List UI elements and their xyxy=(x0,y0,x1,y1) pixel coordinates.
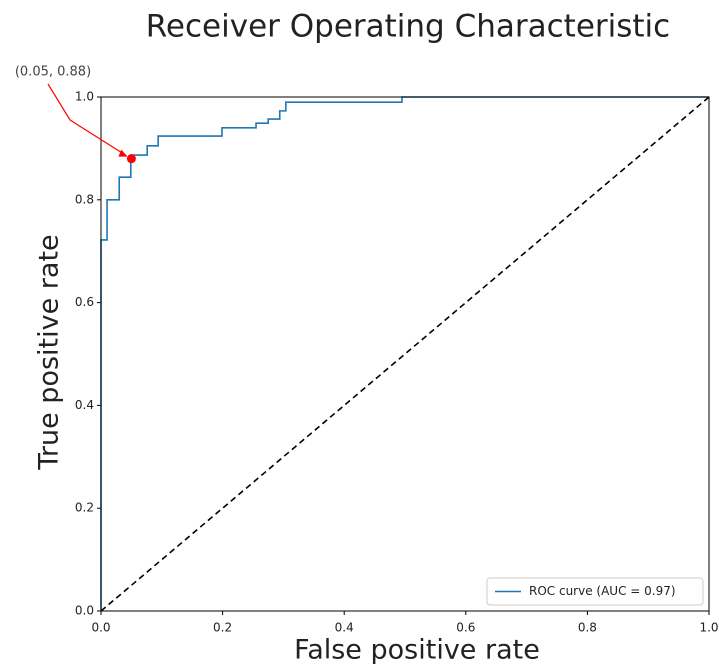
y-tick-label: 1.0 xyxy=(75,90,94,104)
x-tick-label: 0.8 xyxy=(578,621,597,635)
x-tick-label: 0.6 xyxy=(456,621,475,635)
y-tick-label: 0.4 xyxy=(75,398,94,412)
annotation-text: (0.05, 0.88) xyxy=(15,65,91,80)
chart-title: Receiver Operating Characteristic xyxy=(146,9,670,45)
legend-label: ROC curve (AUC = 0.97) xyxy=(529,584,676,598)
arrow-head xyxy=(118,149,128,157)
x-tick-label: 0.2 xyxy=(213,621,232,635)
x-tick-label: 0.0 xyxy=(91,621,110,635)
x-tick-label: 0.4 xyxy=(335,621,354,635)
roc-curve xyxy=(100,96,709,611)
plot-frame xyxy=(100,96,710,612)
x-tick-label: 1.0 xyxy=(699,621,718,635)
annotation-arrow xyxy=(47,83,127,157)
y-tick-label: 0.8 xyxy=(75,192,94,206)
y-tick-label: 0.6 xyxy=(75,295,94,309)
y-tick-label: 0.0 xyxy=(75,604,94,618)
legend-box xyxy=(486,577,704,606)
y-tick-label: 0.2 xyxy=(75,501,94,515)
annotation-point xyxy=(126,154,136,164)
x-axis-label: False positive rate xyxy=(294,635,540,666)
reference-line xyxy=(100,96,710,612)
y-axis-label: True positive rate xyxy=(34,234,65,470)
